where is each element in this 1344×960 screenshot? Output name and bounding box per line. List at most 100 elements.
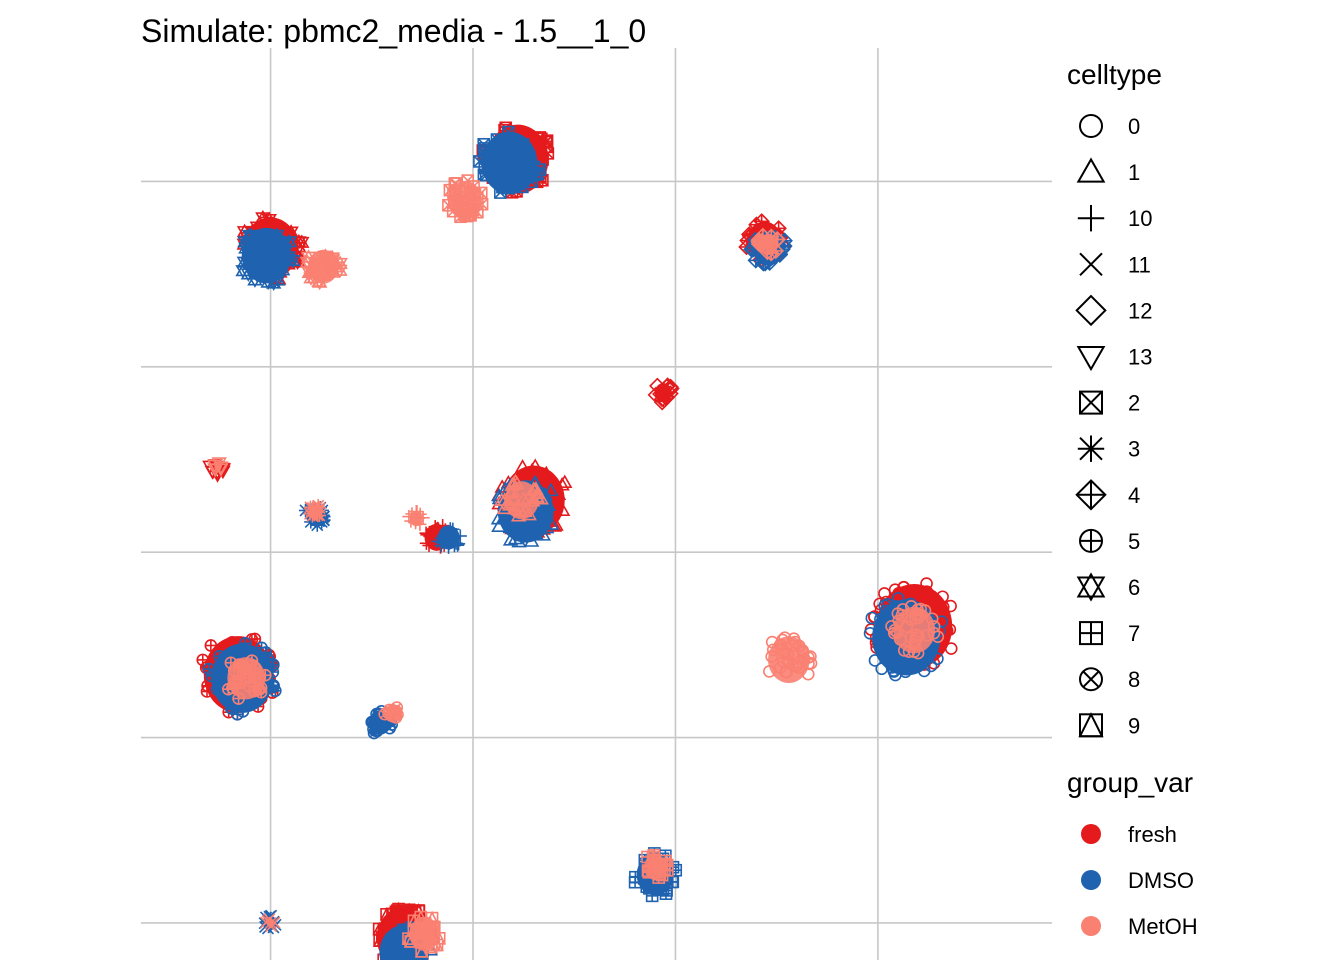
point bbox=[263, 228, 279, 245]
point bbox=[522, 150, 536, 164]
point bbox=[868, 654, 882, 667]
scatter-points bbox=[196, 121, 958, 960]
point bbox=[524, 514, 540, 529]
point bbox=[207, 459, 223, 474]
cluster-8 bbox=[365, 701, 404, 740]
point bbox=[557, 474, 573, 488]
point bbox=[213, 463, 229, 477]
point bbox=[241, 227, 258, 244]
legend-key-celltype-0 bbox=[1079, 114, 1103, 138]
point bbox=[787, 632, 801, 646]
point bbox=[285, 252, 301, 269]
legend-label-celltype-3: 3 bbox=[1128, 437, 1140, 462]
point bbox=[629, 870, 642, 884]
point bbox=[248, 661, 262, 675]
point bbox=[791, 659, 804, 672]
point bbox=[424, 939, 439, 954]
point bbox=[524, 493, 541, 507]
point bbox=[765, 635, 779, 649]
point bbox=[204, 639, 218, 652]
legend-label-celltype-2: 2 bbox=[1128, 391, 1140, 416]
point bbox=[471, 205, 484, 219]
point bbox=[524, 462, 540, 477]
legend: celltype 0 1 10 11 12 13 2 3 4 5 6 7 8 9 group_varfresh… bbox=[1067, 59, 1198, 939]
point bbox=[875, 641, 889, 655]
point bbox=[786, 646, 800, 660]
point bbox=[875, 662, 889, 676]
legend-label-celltype-9: 9 bbox=[1128, 713, 1140, 738]
legend-label-celltype-4: 4 bbox=[1128, 483, 1140, 508]
legend-key-celltype-8 bbox=[1079, 667, 1103, 692]
point bbox=[386, 710, 400, 723]
cluster-10 bbox=[402, 505, 467, 554]
point bbox=[538, 504, 554, 518]
point bbox=[238, 661, 251, 674]
point bbox=[548, 517, 564, 531]
cluster-9-MetOH-points bbox=[401, 909, 447, 958]
point bbox=[537, 467, 554, 482]
point bbox=[514, 459, 531, 473]
point bbox=[887, 664, 901, 677]
point bbox=[507, 500, 523, 515]
point bbox=[269, 684, 282, 698]
point bbox=[496, 500, 513, 515]
point bbox=[507, 158, 521, 172]
point bbox=[451, 538, 465, 552]
point bbox=[543, 482, 559, 497]
legend-label-celltype-12: 12 bbox=[1128, 298, 1152, 323]
point bbox=[253, 683, 266, 696]
cluster-7 bbox=[628, 847, 683, 903]
point bbox=[431, 534, 445, 548]
legend-label-celltype-11: 11 bbox=[1128, 252, 1151, 277]
point bbox=[914, 602, 927, 616]
point bbox=[891, 592, 905, 605]
point bbox=[405, 507, 419, 521]
cluster-6-MetOH-points bbox=[299, 248, 348, 291]
point bbox=[451, 537, 466, 551]
point bbox=[205, 669, 218, 683]
point bbox=[505, 491, 522, 505]
legend-key-celltype-13 bbox=[1076, 346, 1106, 372]
point bbox=[510, 498, 527, 512]
point bbox=[416, 511, 430, 525]
point bbox=[502, 519, 518, 534]
legend-label-celltype-8: 8 bbox=[1128, 667, 1140, 692]
point bbox=[524, 521, 540, 536]
legend-key-group-dmso bbox=[1081, 870, 1101, 890]
legend-label-celltype-10: 10 bbox=[1128, 206, 1152, 231]
point bbox=[747, 252, 765, 269]
point bbox=[214, 676, 228, 689]
point bbox=[863, 627, 877, 640]
chart-title: Simulate: pbmc2_media - 1.5__1_0 bbox=[141, 13, 646, 49]
legend-key-celltype-7 bbox=[1079, 621, 1103, 646]
cluster-12 bbox=[647, 377, 680, 411]
point bbox=[917, 664, 931, 678]
cluster-5 bbox=[196, 632, 282, 721]
point bbox=[653, 393, 671, 411]
point bbox=[767, 242, 785, 260]
point bbox=[232, 692, 245, 705]
point bbox=[511, 172, 525, 186]
cluster-6-DMSO-points bbox=[235, 227, 301, 291]
point bbox=[752, 234, 769, 252]
point bbox=[523, 533, 540, 547]
point bbox=[762, 228, 780, 246]
point bbox=[494, 186, 507, 199]
cluster-3-MetOH-points bbox=[303, 499, 327, 523]
point bbox=[554, 477, 570, 491]
legend-key-group-fresh bbox=[1081, 824, 1101, 844]
point bbox=[448, 177, 462, 190]
point bbox=[653, 859, 666, 873]
point bbox=[514, 139, 528, 152]
point bbox=[878, 643, 892, 657]
point bbox=[389, 904, 403, 919]
point bbox=[546, 518, 563, 532]
point bbox=[528, 525, 544, 540]
point bbox=[920, 577, 933, 590]
point bbox=[507, 530, 524, 545]
point bbox=[918, 590, 931, 604]
point bbox=[528, 168, 542, 182]
point bbox=[896, 603, 910, 616]
point bbox=[927, 626, 941, 640]
